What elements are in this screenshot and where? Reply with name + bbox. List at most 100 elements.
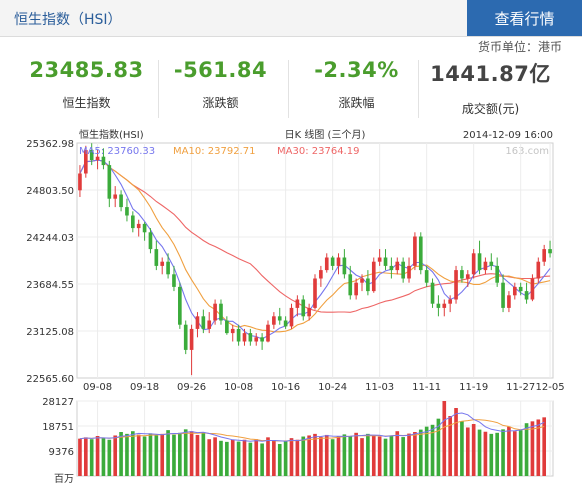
stat-value: 23485.83 [29,58,144,82]
candle-body [101,156,106,166]
candle-body [83,149,88,174]
candle-body [266,324,270,342]
candle-body [371,261,376,292]
candle-body [495,265,499,283]
candle-body [383,257,388,266]
volume-bar [160,433,165,476]
candle-body [512,286,517,296]
price-tick-label: 24244.03 [26,233,74,244]
stat-divider [288,60,289,118]
candle-body [195,316,200,329]
date-tick-label: 09-08 [83,382,112,393]
candle-body [313,278,317,308]
volume-bar [336,436,341,476]
candle-body [489,261,494,266]
candle-body [254,337,259,342]
price-tick-label: 23684.55 [26,280,74,291]
volume-bar [389,435,394,476]
stat-index-value: 23485.83 恒生指数 [14,50,159,120]
volume-bar [383,438,388,476]
candle-body [160,261,165,266]
stat-change-percent: -2.34% 涨跌幅 [284,50,429,120]
volume-bar [307,435,311,476]
header-bar: 恒生指数（HSI） 查看行情 [0,0,582,37]
series-label: 恒生指数(HSI) [79,128,144,141]
volume-bar [172,434,176,476]
candle-body [95,156,100,161]
candle-body [172,274,176,287]
candle-body [401,261,405,279]
stat-label: 成交额(元) [461,102,520,116]
volume-bar [330,439,335,476]
price-tick-label: 25362.98 [26,139,74,150]
volume-bar [283,441,288,476]
volume-bar [89,439,94,476]
volume-bar [366,433,370,476]
candle-body [342,257,347,275]
volume-bar [430,424,435,476]
candle-body [113,194,118,199]
volume-bar [377,436,382,476]
volume-bar [407,433,411,476]
candle-body [395,261,400,271]
candle-body [119,194,123,208]
volume-bar [83,437,88,476]
volume-bar [213,437,217,476]
candle-body [166,261,170,275]
volume-bar [230,440,235,476]
candle-body [230,328,235,334]
candle-body [436,303,441,308]
stat-divider [158,60,159,118]
stat-turnover: 1441.87亿 成交额(元) [418,50,563,120]
volume-tick-label: 9376 [49,447,74,458]
candle-body [148,232,153,250]
volume-bar [418,429,423,476]
volume-bar [319,437,323,476]
volume-bar [207,439,212,476]
volume-bar [201,432,206,476]
volume-bar [454,408,458,476]
candle-body [178,286,182,325]
watermark: 163.com [505,146,549,157]
volume-bar [313,433,317,476]
candle-body [131,215,135,229]
volume-bar [512,431,517,476]
volume-ma10-line [79,419,545,442]
volume-bar [272,440,276,476]
view-quotes-button[interactable]: 查看行情 [467,0,582,36]
candle-body [483,261,488,271]
volume-bar [101,438,106,476]
volume-bar [219,440,223,476]
volume-bar [471,424,476,476]
volume-tick-label: 18751 [42,422,74,433]
candle-body [336,257,341,266]
candle-body [530,278,535,300]
candle-body [89,149,94,161]
price-tick-label: 23125.08 [26,327,74,338]
volume-tick-label: 28127 [42,397,74,408]
volume-bar [436,418,441,476]
date-tick-label: 10-08 [224,382,253,393]
candle-body [295,299,300,308]
candle-body [360,278,364,283]
volume-bar [460,421,464,476]
ma10-line [79,159,551,333]
candle-body [413,236,417,266]
volume-bar [324,434,329,476]
candle-body [248,333,253,342]
candle-body [354,282,358,296]
candle-body [277,316,282,321]
candle-body [548,249,552,254]
chart-timestamp: 2014-12-09 16:00 [463,130,553,141]
date-tick-label: 09-18 [130,382,159,393]
price-panel-frame [76,142,554,379]
candle-body [289,307,294,327]
volume-bar [148,433,153,476]
volume-bar [465,427,470,476]
candle-body [207,320,212,329]
volume-bar [401,437,405,476]
volume-bar [183,429,188,476]
ma-legend-label: MA30: 23764.19 [277,146,359,157]
volume-ma5-line [79,412,545,442]
volume-bar [78,438,82,476]
